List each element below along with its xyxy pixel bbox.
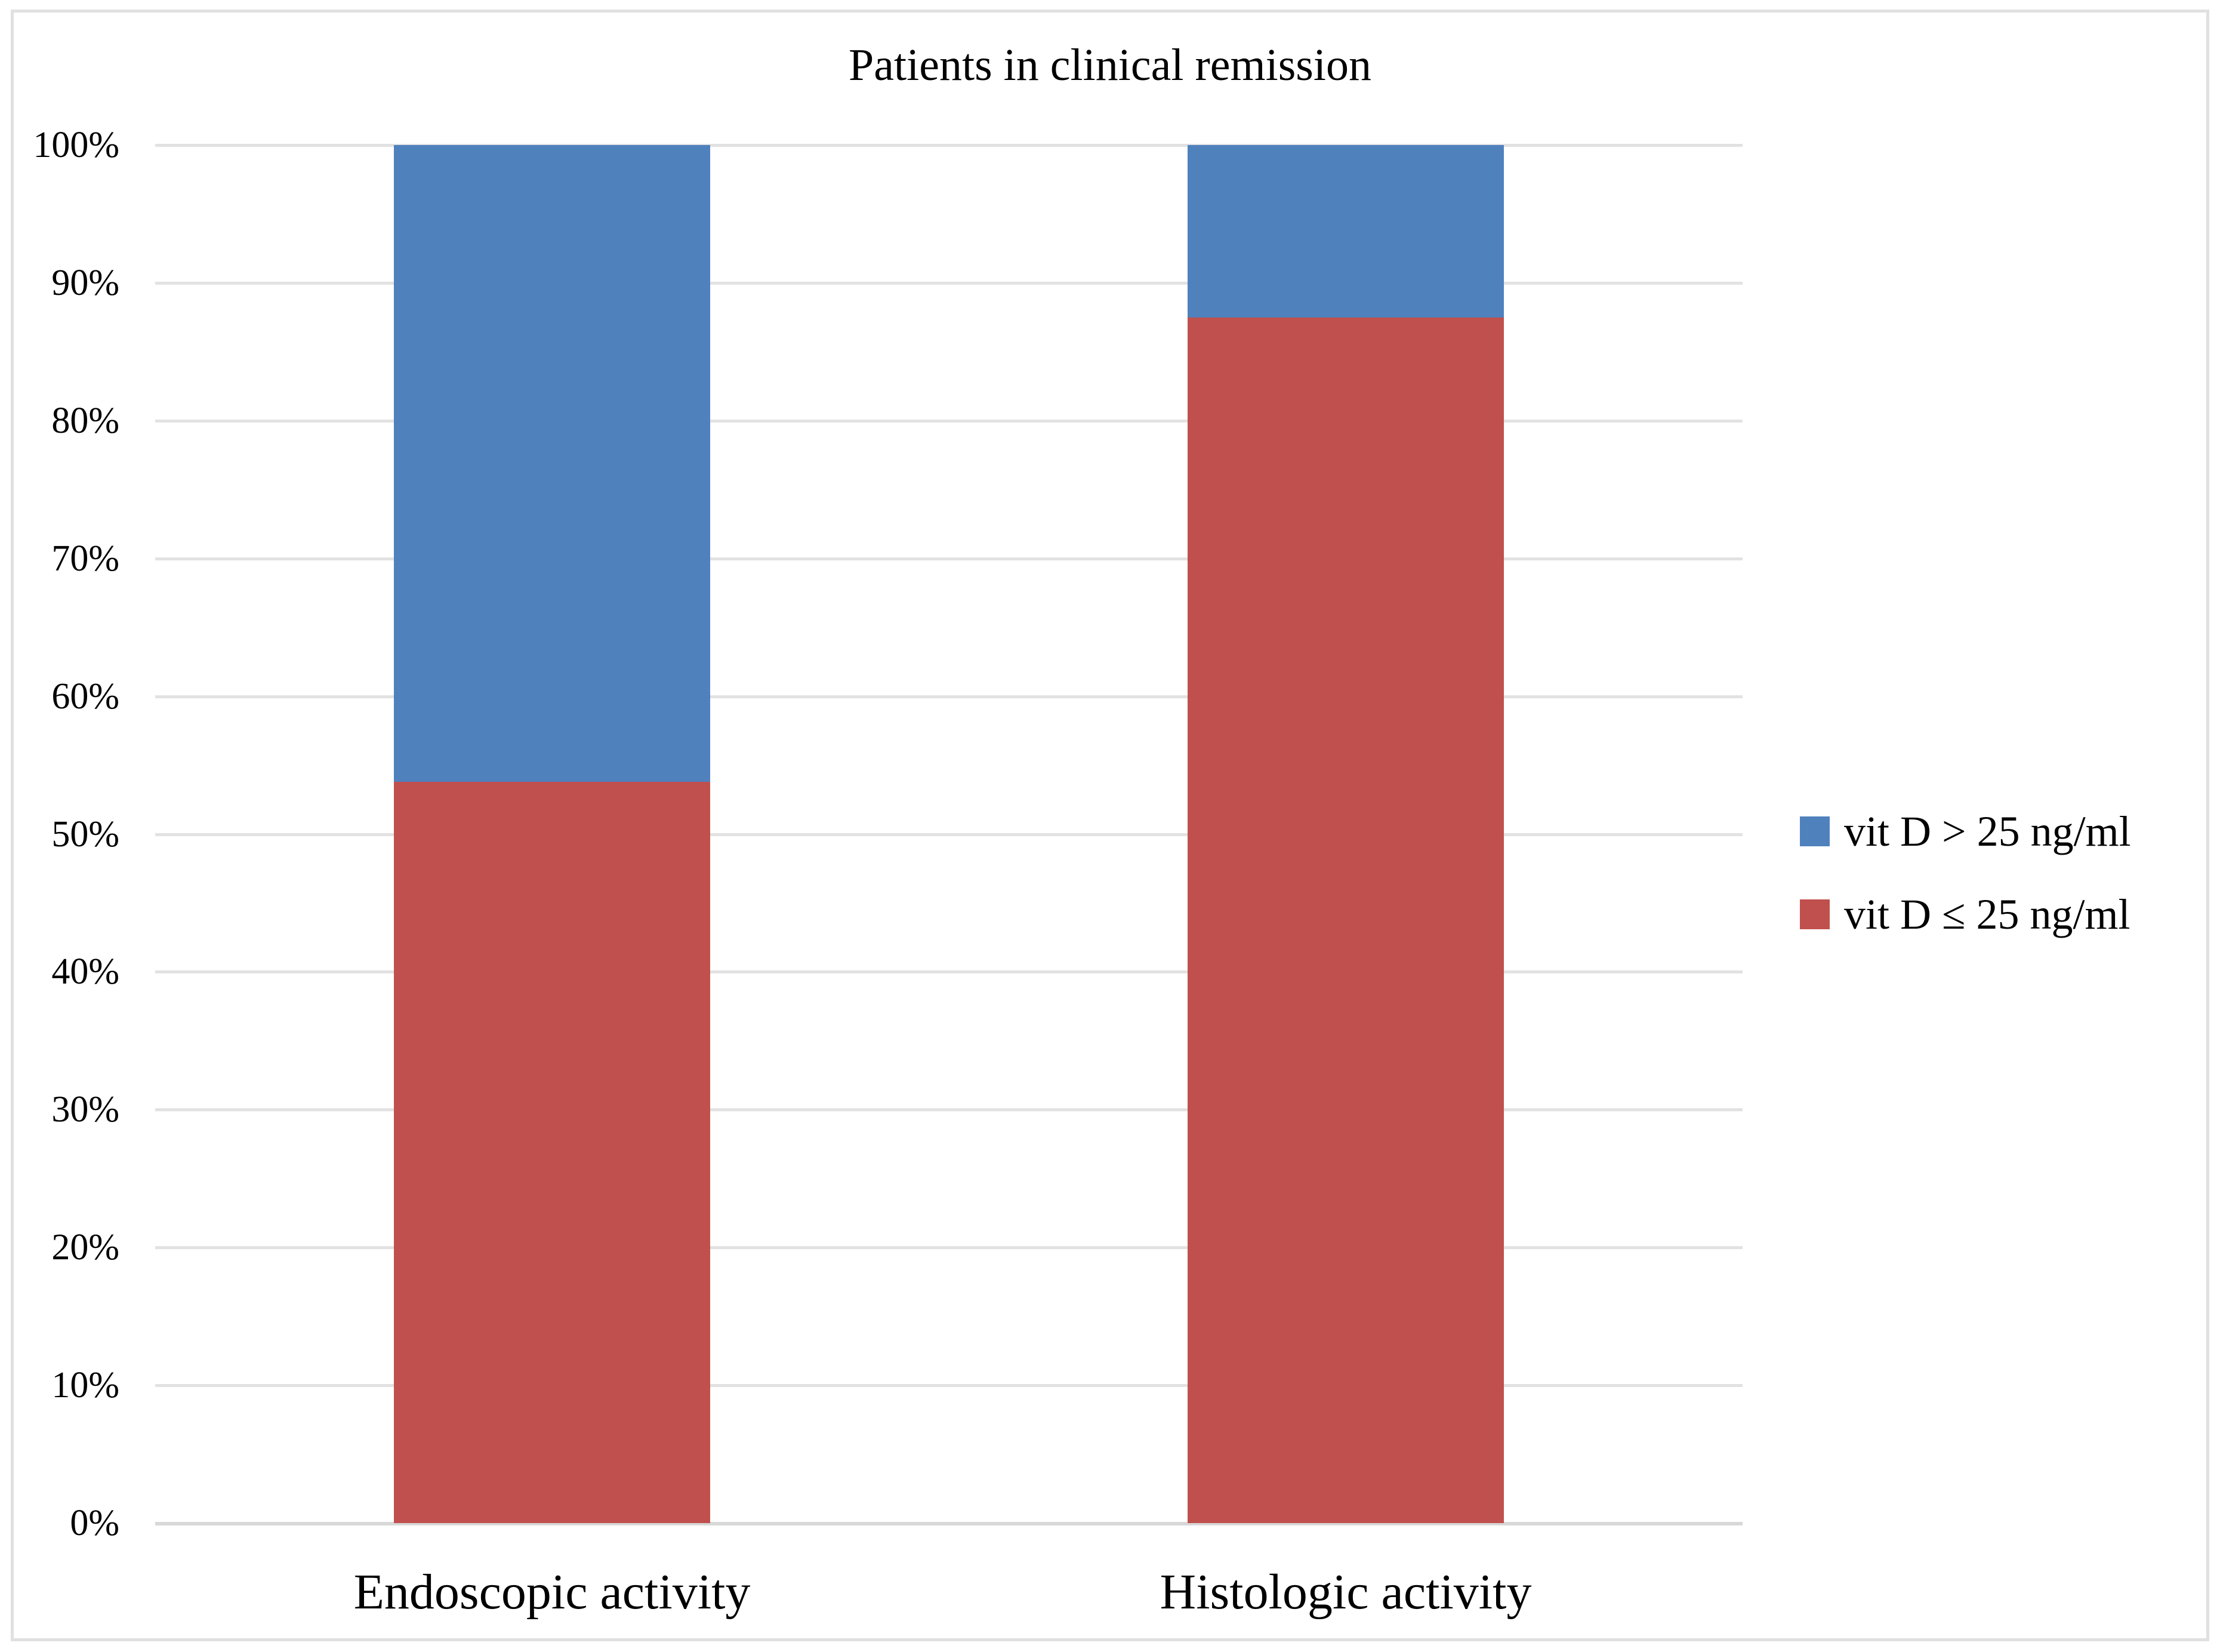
gridline-0% [155,1522,1743,1525]
x-category-label: Endoscopic activity [353,1564,751,1620]
legend-swatch-icon [1800,816,1830,846]
bar-segment [1188,145,1504,318]
stacked-bar [394,145,710,1523]
y-tick-label: 10% [51,1365,119,1406]
bar-segment [1188,317,1504,1523]
chart-title: Patients in clinical remission [849,40,1371,90]
legend-entry-label: vit D ≤ 25 ng/ml [1844,890,2130,938]
plot-area [155,144,1743,1525]
bar-segment [394,145,710,782]
legend-entry: vit D ≤ 25 ng/ml [1800,883,2131,945]
y-tick-label: 100% [33,125,119,165]
y-tick-label: 50% [51,813,119,855]
y-tick-label: 30% [51,1089,119,1130]
gridline-70% [155,557,1743,560]
gridline-100% [155,144,1743,147]
y-tick-label: 20% [51,1227,119,1268]
y-tick-label: 90% [51,262,119,303]
gridline-30% [155,1108,1743,1112]
legend-swatch-icon [1800,899,1830,929]
y-tick-label: 40% [51,951,119,993]
y-tick-label: 60% [51,676,119,717]
gridline-50% [155,833,1743,836]
y-tick-label: 70% [51,538,119,579]
gridline-20% [155,1246,1743,1250]
gridline-40% [155,970,1743,974]
gridline-80% [155,419,1743,423]
gridline-10% [155,1384,1743,1388]
x-axis-category-labels: Endoscopic activity Histologic activity [155,1562,1743,1652]
legend-entry-label: vit D > 25 ng/ml [1844,807,2131,855]
legend-entry: vit D > 25 ng/ml [1800,800,2131,862]
y-tick-label: 80% [51,400,119,441]
gridline-60% [155,695,1743,698]
stacked-bar [1188,145,1504,1523]
bar-segment [394,781,710,1523]
x-category-label: Histologic activity [1160,1564,1532,1620]
legend: vit D > 25 ng/ml vit D ≤ 25 ng/ml [1800,800,2131,966]
gridline-90% [155,281,1743,285]
y-tick-label: 0% [70,1503,119,1543]
y-axis-tick-labels: 0% 10% 20% 30% 40% 50% 60% 70% 80% 90% 100% [0,127,119,1542]
